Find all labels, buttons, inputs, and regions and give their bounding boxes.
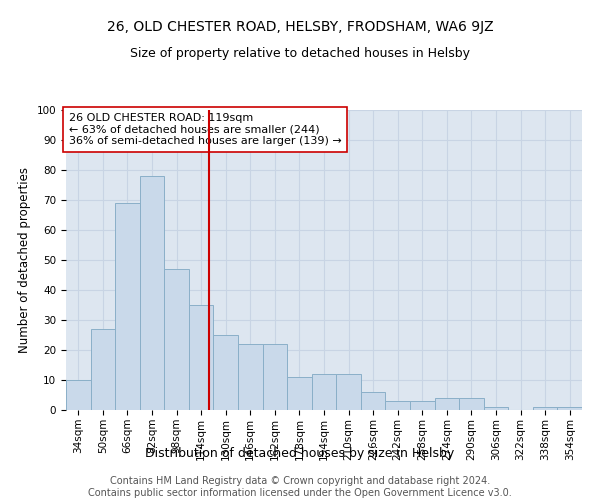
Bar xyxy=(385,401,410,410)
Text: Distribution of detached houses by size in Helsby: Distribution of detached houses by size … xyxy=(145,448,455,460)
Bar xyxy=(214,335,238,410)
Bar xyxy=(557,407,582,410)
Bar xyxy=(336,374,361,410)
Bar xyxy=(533,407,557,410)
Text: 26 OLD CHESTER ROAD: 119sqm
← 63% of detached houses are smaller (244)
36% of se: 26 OLD CHESTER ROAD: 119sqm ← 63% of det… xyxy=(68,113,341,146)
Bar xyxy=(91,329,115,410)
Bar xyxy=(66,380,91,410)
Bar xyxy=(459,398,484,410)
Bar xyxy=(238,344,263,410)
Bar xyxy=(484,407,508,410)
Bar xyxy=(263,344,287,410)
Bar xyxy=(287,377,312,410)
Y-axis label: Number of detached properties: Number of detached properties xyxy=(18,167,31,353)
Bar xyxy=(164,269,189,410)
Text: Size of property relative to detached houses in Helsby: Size of property relative to detached ho… xyxy=(130,48,470,60)
Bar xyxy=(410,401,434,410)
Bar xyxy=(189,305,214,410)
Text: Contains HM Land Registry data © Crown copyright and database right 2024.
Contai: Contains HM Land Registry data © Crown c… xyxy=(88,476,512,498)
Bar xyxy=(312,374,336,410)
Bar xyxy=(361,392,385,410)
Bar xyxy=(140,176,164,410)
Bar xyxy=(115,203,140,410)
Bar xyxy=(434,398,459,410)
Text: 26, OLD CHESTER ROAD, HELSBY, FRODSHAM, WA6 9JZ: 26, OLD CHESTER ROAD, HELSBY, FRODSHAM, … xyxy=(107,20,493,34)
